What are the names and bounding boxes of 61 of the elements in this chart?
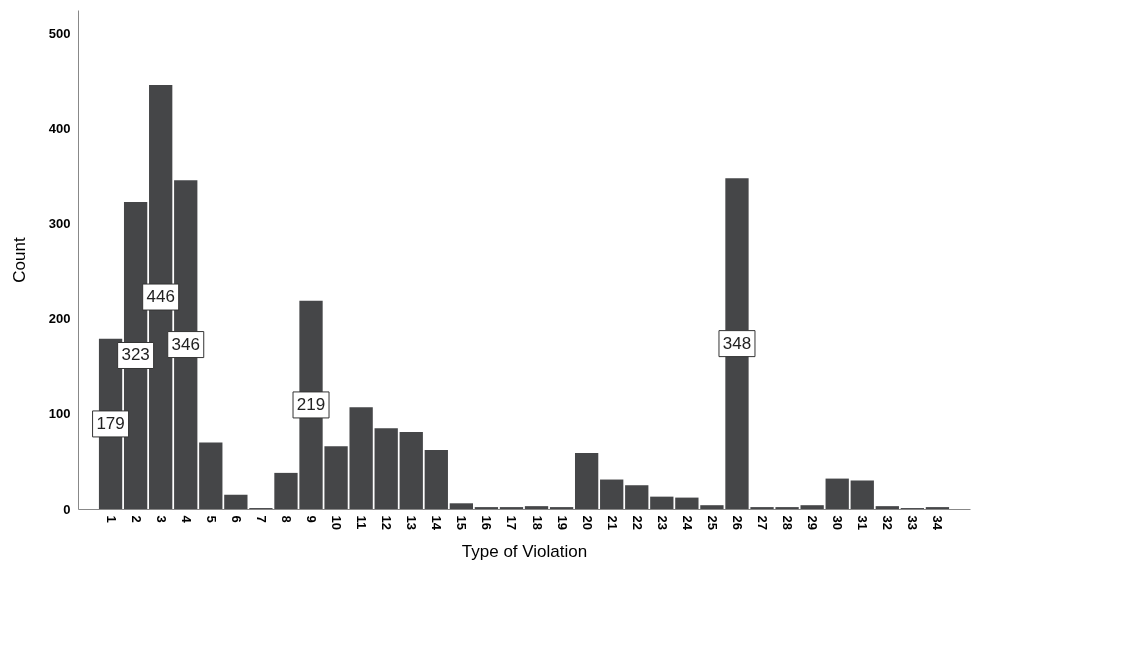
x-tick-label: 31 [855, 515, 871, 530]
bar [875, 506, 899, 509]
y-tick-label: 200 [48, 311, 71, 327]
x-tick-label: 4 [178, 515, 194, 524]
x-tick-label: 15 [454, 515, 470, 530]
x-tick-label: 27 [755, 515, 771, 530]
y-tick-label: 500 [48, 26, 71, 42]
data-label: 446 [146, 287, 175, 307]
x-tick-label: 16 [479, 515, 495, 530]
bar [625, 485, 649, 509]
x-tick-label: 34 [930, 515, 946, 531]
bar [850, 480, 874, 509]
x-tick-label: 11 [354, 515, 370, 530]
bar [199, 442, 223, 509]
x-tick-label: 3 [153, 515, 169, 523]
x-tick-label: 24 [679, 515, 695, 531]
bar [449, 503, 474, 509]
y-tick-label: 0 [63, 501, 71, 517]
bar [424, 450, 448, 509]
y-tick-label: 100 [48, 406, 71, 422]
x-tick-label: 1 [103, 515, 119, 523]
bar [374, 428, 398, 509]
x-tick-label: 26 [729, 515, 745, 530]
x-tick-label: 23 [654, 515, 670, 530]
x-tick-label: 33 [905, 515, 921, 530]
x-tick-label: 12 [379, 515, 395, 530]
x-tick-label: 28 [780, 515, 796, 530]
data-label: 179 [96, 413, 125, 433]
x-tick-label: 13 [404, 515, 420, 530]
data-label: 348 [722, 333, 752, 353]
x-axis-title: Type of Violation [461, 541, 588, 561]
x-tick-label: 5 [203, 515, 219, 523]
bar [524, 506, 549, 509]
bar [825, 478, 849, 509]
x-tick-label: 6 [228, 515, 244, 523]
x-tick-label: 17 [504, 515, 520, 530]
data-label: 323 [121, 345, 150, 365]
x-tick-label: 21 [604, 515, 620, 530]
x-tick-label: 25 [704, 515, 720, 530]
x-tick-label: 22 [629, 515, 645, 530]
x-tick-label: 18 [529, 515, 545, 530]
bar [650, 496, 674, 509]
x-tick-label: 2 [128, 515, 144, 523]
x-tick-label: 7 [253, 515, 269, 523]
data-label: 219 [296, 394, 326, 414]
y-axis-title: Count [9, 237, 29, 283]
x-tick-label: 30 [830, 515, 846, 530]
x-tick-label: 8 [278, 515, 294, 523]
x-tick-label: 14 [429, 515, 445, 531]
bar [399, 432, 423, 509]
x-tick-label: 9 [304, 515, 320, 523]
bar [574, 452, 599, 509]
x-tick-label: 20 [579, 515, 595, 530]
y-tick-label: 400 [48, 121, 71, 137]
x-tick-label: 29 [805, 515, 821, 530]
data-label: 346 [171, 334, 200, 354]
y-tick-label: 300 [48, 216, 71, 232]
x-tick-label: 19 [554, 515, 570, 530]
x-tick-label: 10 [329, 515, 345, 530]
x-tick-label: 32 [880, 515, 896, 530]
bar [600, 479, 624, 509]
